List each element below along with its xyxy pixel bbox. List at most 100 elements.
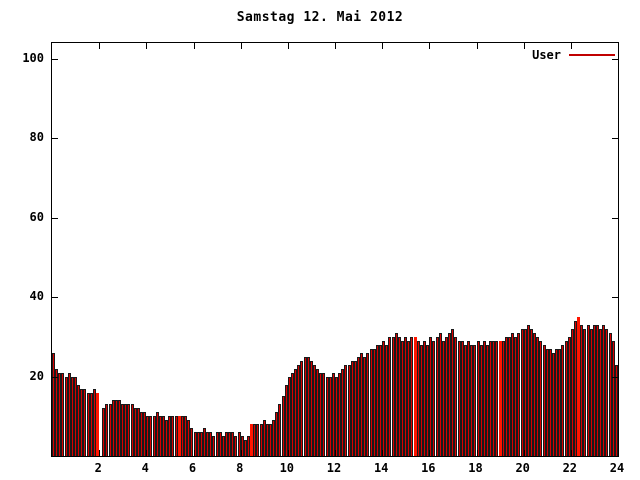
x-tick-mark (382, 43, 384, 49)
bar (275, 412, 279, 456)
x-tick-label: 22 (562, 461, 578, 475)
x-tick-mark (193, 450, 195, 456)
bar (92, 388, 96, 456)
bar (89, 392, 93, 456)
bar (360, 352, 364, 456)
bar (234, 436, 238, 456)
bar (262, 420, 266, 456)
bar (133, 408, 137, 456)
bar (74, 376, 77, 456)
x-tick-label: 6 (188, 461, 197, 475)
bar-highlight (498, 340, 502, 456)
bar (567, 336, 571, 456)
bar (190, 428, 194, 456)
bar (67, 372, 71, 456)
bar (457, 340, 461, 456)
bar (64, 376, 68, 456)
y-tick-mark (52, 217, 58, 219)
x-tick-mark (99, 43, 101, 49)
bar (209, 432, 213, 456)
bar (476, 340, 480, 456)
bar (599, 328, 603, 456)
bar (294, 368, 298, 456)
bar (325, 376, 329, 456)
bar (533, 332, 537, 456)
bar (580, 325, 584, 456)
bar (341, 368, 345, 456)
bars-series-user (52, 43, 618, 456)
bar (608, 332, 612, 456)
bar (438, 332, 442, 456)
bar (228, 432, 232, 456)
y-tick-mark (52, 376, 58, 378)
bar (353, 360, 357, 456)
x-tick-label: 20 (515, 461, 530, 475)
bar (140, 412, 144, 456)
bar (388, 336, 392, 456)
bar (152, 416, 156, 456)
bar (611, 340, 615, 456)
bar (221, 436, 225, 456)
bar (243, 440, 247, 456)
x-tick-mark (382, 450, 384, 456)
x-tick-label: 4 (141, 461, 149, 475)
bar (573, 321, 577, 456)
bar (146, 416, 150, 456)
bar (423, 340, 427, 456)
bar (350, 360, 354, 456)
bar (545, 348, 549, 456)
y-tick-mark (52, 58, 58, 60)
bar (507, 336, 511, 456)
bar (105, 404, 109, 456)
bar (467, 340, 471, 456)
y-tick-label: 60 (29, 209, 44, 224)
bar (130, 404, 134, 456)
bar (196, 432, 200, 456)
y-tick-mark (612, 138, 618, 140)
bar (369, 348, 373, 456)
bar (237, 432, 241, 456)
bar (70, 376, 74, 456)
bar (592, 325, 596, 456)
y-tick-label: 40 (29, 289, 44, 304)
bar (504, 336, 508, 456)
bar (171, 416, 175, 456)
y-tick-label: 80 (29, 130, 44, 145)
bar (501, 340, 505, 456)
bar (595, 325, 599, 456)
bar (316, 368, 320, 456)
bar (215, 432, 219, 456)
bar (473, 344, 477, 456)
bar (86, 392, 90, 456)
bar (523, 328, 527, 456)
bar (517, 332, 521, 456)
bar (583, 328, 587, 456)
x-tick-label: 24 (609, 461, 625, 475)
x-tick-label: 8 (236, 461, 244, 475)
bar (564, 340, 568, 456)
bar (309, 360, 313, 456)
bar (589, 328, 593, 456)
x-tick-label: 2 (94, 461, 102, 475)
bar (391, 336, 395, 456)
y-tick-mark (52, 297, 58, 299)
bar (551, 352, 555, 456)
bar (407, 340, 411, 456)
bar (435, 336, 439, 456)
y-tick-mark (612, 376, 618, 378)
x-tick-mark (146, 43, 148, 49)
bar (432, 340, 436, 456)
bar (102, 408, 106, 456)
bar (331, 372, 335, 456)
legend: User (532, 48, 615, 62)
bar (542, 344, 546, 456)
bar (187, 420, 191, 456)
y-tick-label: 20 (29, 368, 44, 383)
bar (489, 340, 493, 456)
bar (319, 372, 323, 456)
x-tick-mark (287, 450, 289, 456)
bar (482, 340, 486, 456)
bar (268, 424, 272, 456)
bar (485, 344, 489, 456)
